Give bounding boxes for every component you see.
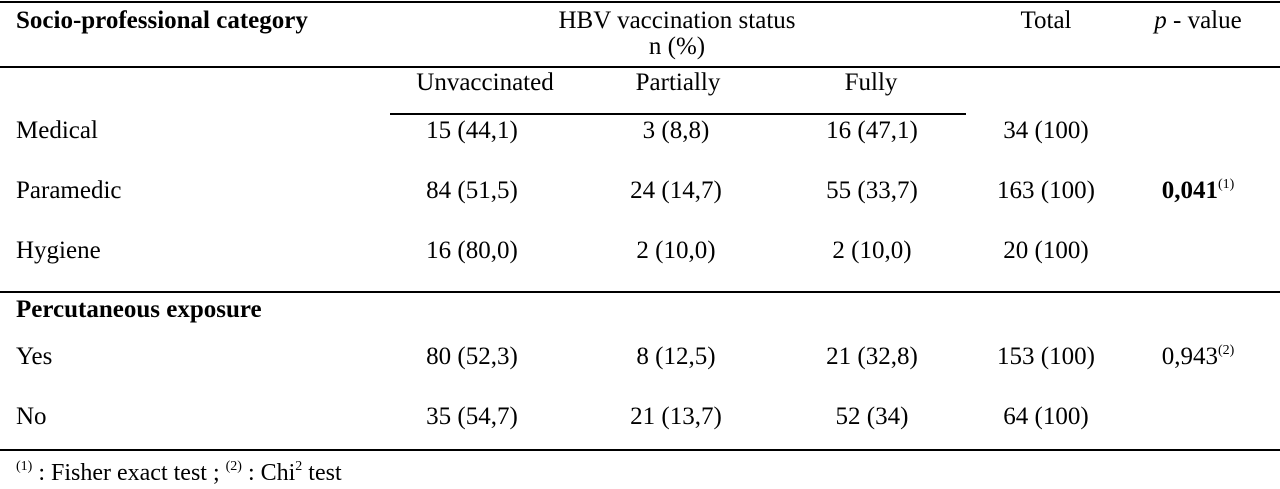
subheader-fully: Fully	[844, 69, 898, 96]
cell-paramedic-total: 163 (100)	[997, 177, 1095, 204]
p-value-percutaneous: 0,943(2)	[1161, 343, 1235, 370]
cell-yes-partially: 8 (12,5)	[636, 343, 716, 370]
row-label-yes: Yes	[16, 343, 53, 370]
cell-medical-fully: 16 (47,1)	[826, 117, 918, 144]
section-title-percutaneous-exposure: Percutaneous exposure	[16, 296, 262, 323]
subheader-partially: Partially	[635, 69, 721, 96]
p-value-socio-professional: 0,041(1)	[1161, 177, 1235, 204]
p-value-number: 0,041	[1161, 177, 1218, 204]
footnote-marker-2: (2)	[225, 459, 242, 474]
header-rule	[0, 66, 1280, 68]
cell-medical-unvaccinated: 15 (44,1)	[426, 117, 518, 144]
p-value-number: 0,943	[1161, 343, 1218, 370]
cell-paramedic-partially: 24 (14,7)	[630, 177, 722, 204]
footnote-text-test: test	[302, 460, 342, 486]
footnote-superscript-2: 2	[295, 459, 303, 474]
cell-no-unvaccinated: 35 (54,7)	[426, 403, 518, 430]
top-rule	[0, 1, 1280, 3]
cell-no-total: 64 (100)	[1003, 403, 1089, 430]
cell-yes-unvaccinated: 80 (52,3)	[426, 343, 518, 370]
bottom-rule	[0, 449, 1280, 451]
cell-paramedic-unvaccinated: 84 (51,5)	[426, 177, 518, 204]
subheader-rule	[390, 113, 966, 115]
cell-hygiene-unvaccinated: 16 (80,0)	[426, 237, 518, 264]
cell-medical-total: 34 (100)	[1003, 117, 1089, 144]
row-label-medical: Medical	[16, 117, 98, 144]
header-total: Total	[1020, 7, 1072, 34]
cell-yes-fully: 21 (32,8)	[826, 343, 918, 370]
section-rule	[0, 291, 1280, 293]
cell-hygiene-fully: 2 (10,0)	[832, 237, 912, 264]
p-value-footnote-marker: (2)	[1217, 343, 1235, 358]
cell-no-partially: 21 (13,7)	[630, 403, 722, 430]
row-label-paramedic: Paramedic	[16, 177, 122, 204]
cell-hygiene-partially: 2 (10,0)	[636, 237, 716, 264]
footnote-marker-1: (1)	[16, 459, 33, 474]
subheader-unvaccinated: Unvaccinated	[416, 69, 554, 96]
table-footnote: (1) : Fisher exact test ; (2) : Chi2 tes…	[16, 459, 342, 486]
row-label-hygiene: Hygiene	[16, 237, 101, 264]
cell-yes-total: 153 (100)	[997, 343, 1095, 370]
p-value-footnote-marker: (1)	[1217, 177, 1235, 192]
header-hbv-vaccination-status: HBV vaccination status	[558, 7, 796, 34]
header-n-percent: n (%)	[648, 33, 706, 60]
cell-medical-partially: 3 (8,8)	[642, 117, 710, 144]
cell-hygiene-total: 20 (100)	[1003, 237, 1089, 264]
header-socio-professional-category: Socio-professional category	[16, 7, 308, 34]
cell-paramedic-fully: 55 (33,7)	[826, 177, 918, 204]
p-italic: p	[1154, 7, 1167, 34]
row-label-no: No	[16, 403, 47, 430]
cell-no-fully: 52 (34)	[835, 403, 909, 430]
header-p-value: p - value	[1154, 8, 1241, 33]
footnote-text-fisher: : Fisher exact test ;	[32, 460, 226, 486]
footnote-text-chi: : Chi	[241, 460, 296, 486]
p-rest: - value	[1166, 7, 1242, 34]
